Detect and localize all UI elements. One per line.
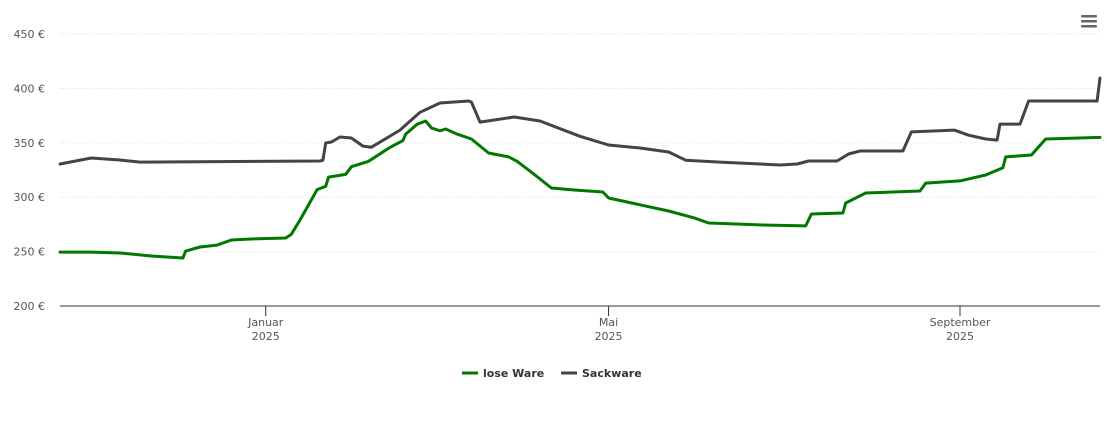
y-tick-label: 200 € [14, 300, 46, 313]
y-tick-label: 400 € [14, 82, 46, 95]
y-axis-labels: 200 € 250 € 300 € 350 € 400 € 450 € [14, 28, 46, 313]
series-line-lose-ware[interactable] [58, 119, 1102, 260]
x-tick-year: 2025 [252, 330, 280, 343]
y-tick-label: 250 € [14, 246, 46, 259]
legend-label-sackware: Sackware [582, 367, 642, 380]
hamburger-menu-icon[interactable] [1078, 4, 1104, 28]
y-tick-label: 450 € [14, 28, 46, 41]
legend-item-lose-ware[interactable]: lose Ware [462, 367, 544, 380]
series-line-sackware[interactable] [58, 76, 1102, 167]
x-tick-label: Mai [599, 316, 618, 329]
legend-item-sackware[interactable]: Sackware [561, 367, 642, 380]
legend: lose Ware Sackware [462, 367, 642, 380]
x-tick-year: 2025 [595, 330, 623, 343]
x-tick-label: September [930, 316, 991, 329]
y-tick-label: 350 € [14, 137, 46, 150]
grid-lines [60, 33, 1100, 253]
series-lines [58, 76, 1102, 260]
x-tick-label: Januar [247, 316, 284, 329]
x-tick-year: 2025 [946, 330, 974, 343]
legend-label-lose-ware: lose Ware [483, 367, 544, 380]
y-tick-label: 300 € [14, 191, 46, 204]
